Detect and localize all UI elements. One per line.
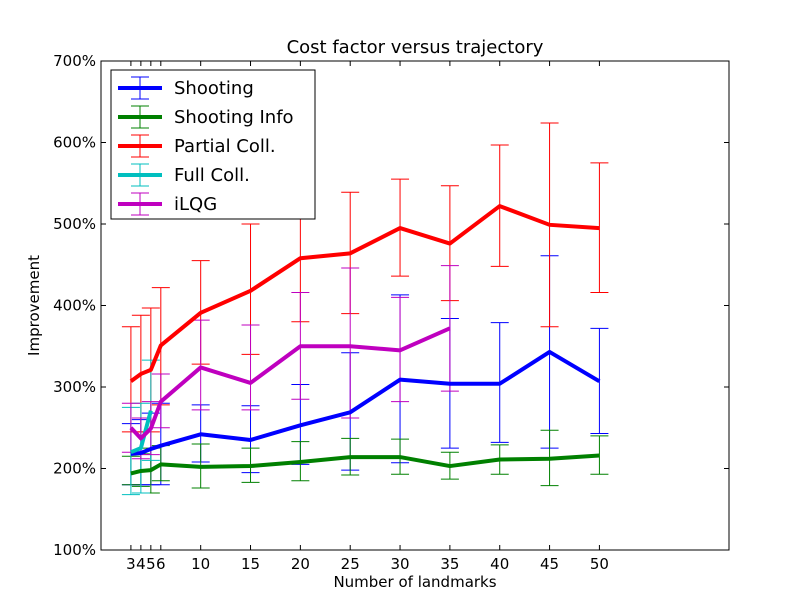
y-tick-label: 700% xyxy=(53,52,96,70)
series-line xyxy=(129,326,451,441)
legend-label: Shooting xyxy=(174,78,254,99)
x-axis-title: Number of landmarks xyxy=(333,573,496,591)
legend-label: Partial Coll. xyxy=(174,136,276,157)
series-line xyxy=(129,204,600,383)
x-tick-label: 6 xyxy=(156,555,166,573)
x-tick-label: 50 xyxy=(590,555,609,573)
x-tick-label: 10 xyxy=(191,555,210,573)
x-tick-label: 15 xyxy=(241,555,260,573)
series-line xyxy=(130,410,153,455)
y-tick-label: 600% xyxy=(53,134,96,152)
legend-label: iLQG xyxy=(174,194,217,215)
x-tick-label: 20 xyxy=(291,555,310,573)
y-tick-label: 300% xyxy=(53,378,96,396)
x-tick-label: 4 xyxy=(136,555,146,573)
legend: Shooting Shooting Info Partial Coll. Full C… xyxy=(110,69,316,220)
x-tick-label: 5 xyxy=(146,555,156,573)
legend-label: Full Coll. xyxy=(174,165,250,186)
x-tick-label: 45 xyxy=(540,555,559,573)
y-axis-title: Improvement xyxy=(25,255,43,356)
series-line xyxy=(130,349,601,456)
y-tick-label: 200% xyxy=(53,460,96,478)
y-tick-label: 400% xyxy=(53,297,96,315)
x-tick-label: 35 xyxy=(440,555,459,573)
legend-label: Shooting Info xyxy=(174,107,294,128)
chart-title: Cost factor versus trajectory xyxy=(287,37,544,58)
y-tick-label: 500% xyxy=(53,215,96,233)
series-line xyxy=(130,453,600,476)
series-lines xyxy=(129,204,601,476)
x-axis: 3 4 5 6 10 15 20 25 30 35 40 45 50 xyxy=(126,61,609,573)
y-axis: 100% 200% 300% 400% 500% 600% 700% xyxy=(53,52,729,559)
x-tick-label: 3 xyxy=(126,555,136,573)
x-tick-label: 40 xyxy=(490,555,509,573)
x-tick-label: 25 xyxy=(341,555,360,573)
y-tick-label: 100% xyxy=(53,541,96,559)
x-tick-label: 30 xyxy=(391,555,410,573)
